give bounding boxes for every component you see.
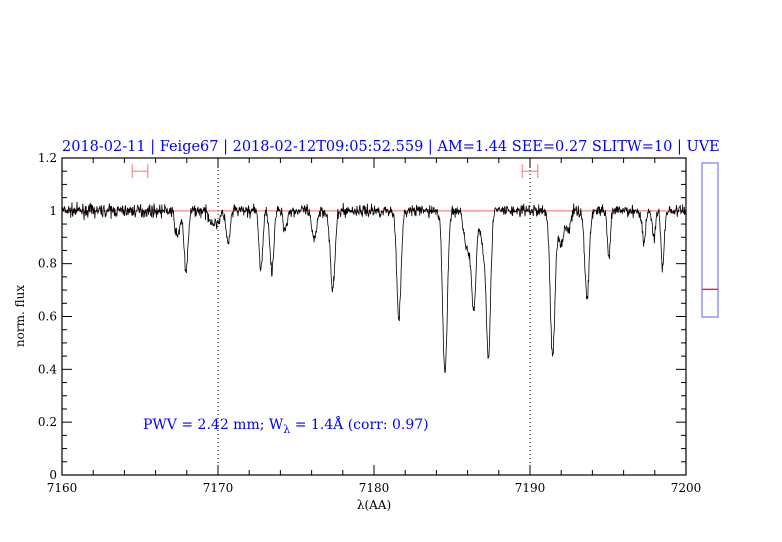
y-axis-label: norm. flux bbox=[13, 285, 27, 347]
pwv-annotation: PWV = 2.42 mm; Wλ = 1.4Å (corr: 0.97) bbox=[143, 415, 429, 436]
y-tick-label: 0.8 bbox=[38, 257, 57, 271]
y-tick-label: 1.2 bbox=[38, 151, 57, 165]
x-tick-label: 7180 bbox=[359, 481, 390, 495]
x-axis-label: λ(AA) bbox=[357, 498, 391, 512]
y-tick-label: 0 bbox=[49, 468, 57, 482]
x-tick-label: 7190 bbox=[515, 481, 546, 495]
y-tick-label: 0.4 bbox=[38, 362, 57, 376]
x-tick-label: 7200 bbox=[671, 481, 702, 495]
pwv-text: PWV = 2.42 mm; W bbox=[143, 417, 284, 433]
side-indicator-box bbox=[701, 162, 719, 318]
chart-title: 2018-02-11 | Feige67 | 2018-02-12T09:05:… bbox=[62, 139, 720, 155]
spectrum-line bbox=[61, 201, 687, 374]
x-tick-label: 7170 bbox=[203, 481, 234, 495]
y-tick-label: 0.6 bbox=[38, 310, 57, 324]
x-tick-label: 7160 bbox=[47, 481, 78, 495]
y-tick-label: 0.2 bbox=[38, 415, 57, 429]
y-tick-label: 1 bbox=[49, 204, 57, 218]
pwv-subscript: λ bbox=[283, 423, 290, 436]
pwv-suffix: = 1.4Å (corr: 0.97) bbox=[290, 415, 428, 433]
plot-frame bbox=[61, 157, 687, 476]
